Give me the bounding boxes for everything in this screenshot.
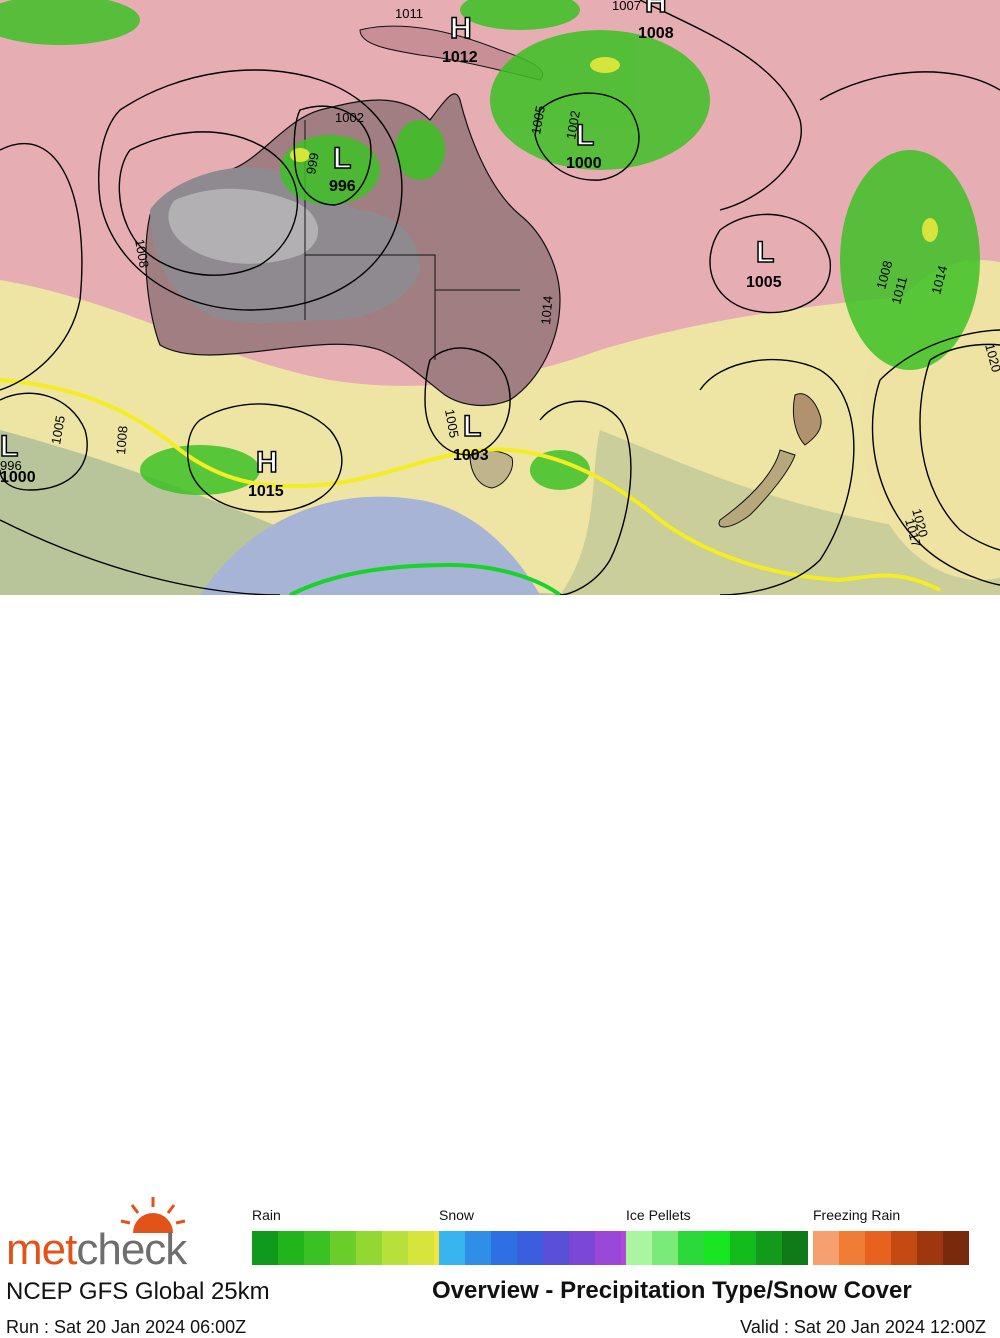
svg-text:1011: 1011 — [395, 6, 423, 21]
svg-text:L: L — [0, 430, 18, 463]
pressure-center-high-1015: H 1015 — [248, 445, 284, 500]
isobar-labels: 1011 1007 1002 1005 999 1002 1008 1011 1… — [0, 0, 1000, 549]
svg-text:1000: 1000 — [566, 155, 602, 172]
legend-swatches-ice-pellets — [626, 1231, 808, 1265]
svg-text:1011: 1011 — [888, 275, 910, 306]
metcheck-logo: metcheck — [6, 1225, 187, 1274]
legend-swatch — [782, 1231, 808, 1265]
legend-swatch — [517, 1231, 543, 1265]
svg-text:1015: 1015 — [248, 483, 284, 500]
legend-label-ice-pellets: Ice Pellets — [626, 1207, 691, 1223]
legend-label-snow: Snow — [439, 1207, 475, 1223]
model-name: NCEP GFS Global 25km — [6, 1278, 270, 1305]
svg-text:1002: 1002 — [335, 110, 364, 125]
legend-swatch — [330, 1231, 356, 1265]
svg-text:L: L — [333, 142, 351, 175]
svg-text:1014: 1014 — [928, 264, 950, 296]
legend-swatch — [252, 1231, 278, 1265]
legend-swatch — [943, 1231, 969, 1265]
chart-title: Overview - Precipitation Type/Snow Cover — [432, 1277, 912, 1304]
legend-swatch — [543, 1231, 569, 1265]
legend-swatch — [626, 1231, 652, 1265]
svg-text:1008: 1008 — [638, 25, 674, 42]
svg-text:1014: 1014 — [538, 295, 555, 325]
pressure-center-high-1008: H 1008 — [638, 0, 674, 42]
svg-text:1008: 1008 — [132, 238, 152, 269]
legend-label-rain: Rain — [252, 1207, 281, 1223]
pressure-center-low-996: L 996 — [329, 141, 356, 195]
legend-swatch — [865, 1231, 891, 1265]
legend-swatch — [917, 1231, 943, 1265]
map-svg: H 1012 H 1008 L 996 L 1000 L 1005 L 1003… — [0, 0, 1000, 595]
pressure-center-low-1005: L 1005 — [746, 235, 782, 291]
legend-swatch — [491, 1231, 517, 1265]
snow-line — [289, 562, 562, 595]
svg-text:996: 996 — [0, 458, 22, 473]
legend-swatch — [304, 1231, 330, 1265]
legend-swatches-freezing-rain — [813, 1231, 969, 1265]
legend-swatch — [652, 1231, 678, 1265]
isobars — [0, 0, 1000, 595]
svg-text:1017: 1017 — [902, 517, 924, 549]
legend-swatch — [704, 1231, 730, 1265]
svg-text:1000: 1000 — [0, 469, 36, 486]
southern-green-area — [560, 430, 1000, 595]
legend-swatch — [595, 1231, 621, 1265]
legend-swatch — [382, 1231, 408, 1265]
svg-text:1005: 1005 — [48, 414, 68, 445]
pressure-center-low-1003: L 1003 — [453, 409, 489, 464]
svg-text:1002: 1002 — [563, 109, 583, 140]
legend-swatch — [569, 1231, 595, 1265]
weather-map: H 1012 H 1008 L 996 L 1000 L 1005 L 1003… — [0, 0, 1000, 595]
legend-swatch — [356, 1231, 382, 1265]
cool-band — [0, 430, 640, 595]
pressure-center-low-1000-west: L 1000 — [0, 429, 36, 486]
svg-text:H: H — [256, 446, 278, 479]
legend-swatch — [465, 1231, 491, 1265]
freezing-level-line — [0, 378, 941, 592]
legend-swatch — [839, 1231, 865, 1265]
svg-text:996: 996 — [329, 178, 356, 195]
svg-text:1003: 1003 — [453, 447, 489, 464]
svg-text:L: L — [463, 410, 481, 443]
new-zealand-north — [792, 393, 822, 446]
legend-swatch — [756, 1231, 782, 1265]
svg-text:H: H — [450, 12, 472, 45]
legend-swatch — [278, 1231, 304, 1265]
legend-label-freezing-rain: Freezing Rain — [813, 1207, 901, 1223]
svg-text:1008: 1008 — [113, 425, 130, 455]
pressure-center-high-1012: H 1012 — [442, 11, 478, 66]
svg-text:1005: 1005 — [746, 274, 782, 291]
legend-swatch — [813, 1231, 839, 1265]
valid-time: Valid : Sat 20 Jan 2024 12:00Z — [740, 1317, 986, 1337]
svg-text:1007: 1007 — [612, 0, 641, 13]
pressure-center-low-1000: L 1000 — [566, 118, 602, 172]
svg-text:1020: 1020 — [909, 507, 931, 539]
svg-text:L: L — [756, 236, 774, 269]
run-time: Run : Sat 20 Jan 2024 06:00Z — [6, 1317, 247, 1337]
svg-text:1005: 1005 — [528, 104, 548, 135]
svg-text:1005: 1005 — [442, 408, 462, 439]
legend-swatch — [678, 1231, 704, 1265]
legend-swatches-rain — [252, 1231, 460, 1265]
rain-areas — [0, 0, 980, 495]
legend-swatch — [891, 1231, 917, 1265]
legend-swatch — [439, 1231, 465, 1265]
new-zealand-south — [718, 449, 796, 528]
legend-swatch — [408, 1231, 434, 1265]
svg-text:1012: 1012 — [442, 49, 478, 66]
legend-swatch — [730, 1231, 756, 1265]
footer: metcheck NCEP GFS Global 25km Run : Sat … — [0, 595, 1000, 1337]
svg-text:L: L — [576, 119, 594, 152]
legend-swatches-snow — [439, 1231, 647, 1265]
svg-text:1008: 1008 — [873, 259, 895, 291]
interior-light-area — [168, 188, 319, 264]
snow-cover-area — [200, 496, 540, 595]
svg-text:H: H — [645, 0, 667, 19]
svg-text:999: 999 — [303, 152, 322, 176]
